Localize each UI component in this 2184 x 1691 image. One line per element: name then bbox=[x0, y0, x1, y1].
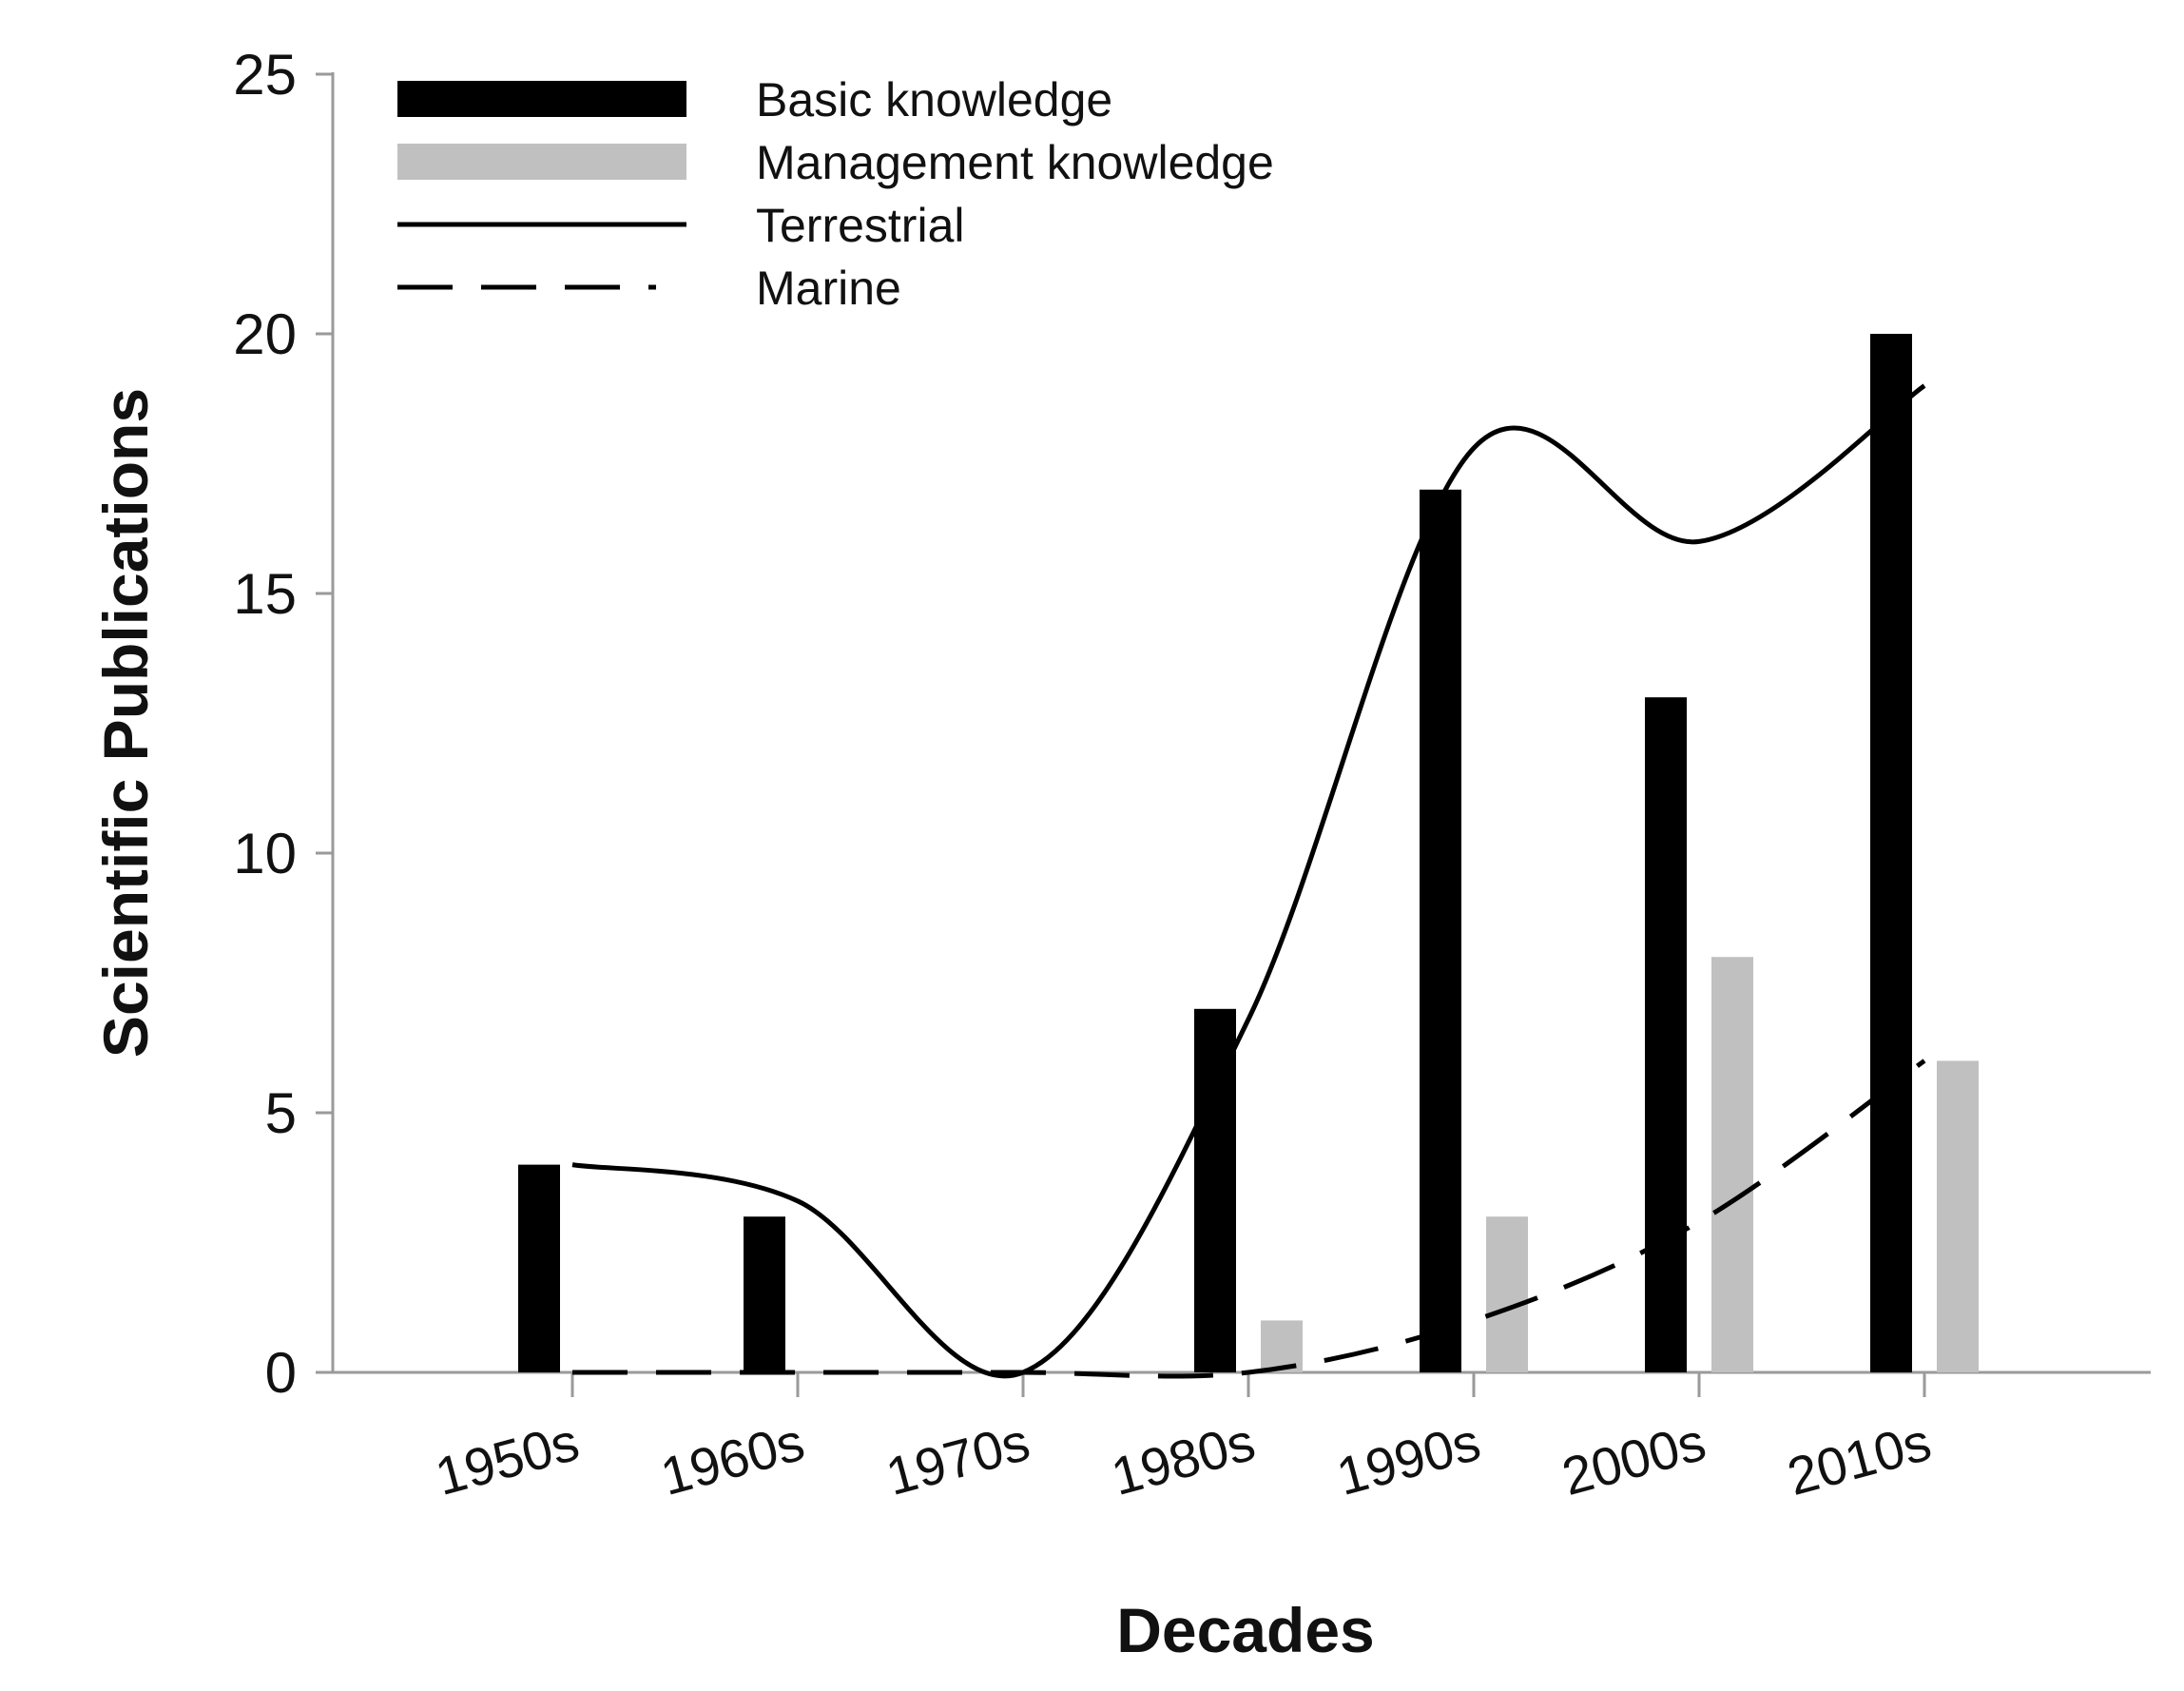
y-tick-label: 5 bbox=[265, 1081, 297, 1145]
x-tick-label: 1980s bbox=[1105, 1411, 1261, 1506]
x-axis-title: Decades bbox=[1116, 1595, 1375, 1665]
line-terrestrial bbox=[571, 383, 1926, 1379]
bar-management-knowledge bbox=[1486, 1216, 1528, 1372]
bar-management-knowledge bbox=[1261, 1320, 1303, 1372]
x-tick-label: 1960s bbox=[654, 1411, 810, 1506]
y-tick-label: 15 bbox=[233, 562, 297, 626]
y-axis-title: Scientific Publications bbox=[90, 388, 161, 1058]
trend-lines bbox=[571, 383, 1926, 1379]
legend-label-basic-knowledge: Basic knowledge bbox=[756, 73, 1112, 126]
bar-management-knowledge bbox=[1711, 957, 1753, 1372]
x-tick-label: 1990s bbox=[1330, 1411, 1486, 1506]
y-tick-label: 20 bbox=[233, 302, 297, 366]
x-tick-label: 2010s bbox=[1781, 1411, 1937, 1506]
bar-basic-knowledge bbox=[1420, 489, 1461, 1372]
y-tick-label: 10 bbox=[233, 822, 297, 885]
bars bbox=[518, 334, 1979, 1372]
bar-management-knowledge bbox=[1937, 1060, 1979, 1372]
bar-basic-knowledge bbox=[518, 1164, 560, 1372]
bar-basic-knowledge bbox=[1194, 1008, 1236, 1372]
legend-label-management-knowledge: Management knowledge bbox=[756, 136, 1274, 189]
bar-basic-knowledge bbox=[744, 1216, 785, 1372]
x-tick-label: 2000s bbox=[1556, 1411, 1711, 1506]
x-tick-label: 1950s bbox=[429, 1411, 585, 1506]
y-tick-label: 0 bbox=[265, 1341, 297, 1405]
legend: Basic knowledge Management knowledge Terre… bbox=[397, 73, 1274, 315]
x-tick-label: 1970s bbox=[879, 1411, 1035, 1506]
legend-label-terrestrial: Terrestrial bbox=[756, 199, 964, 252]
line-marine bbox=[571, 1059, 1926, 1379]
bar-basic-knowledge bbox=[1870, 334, 1912, 1372]
legend-swatch-basic-knowledge bbox=[397, 81, 686, 117]
legend-label-marine: Marine bbox=[756, 262, 901, 315]
y-tick-label: 25 bbox=[233, 43, 297, 107]
legend-swatch-management-knowledge bbox=[397, 144, 686, 180]
bar-basic-knowledge bbox=[1645, 697, 1687, 1372]
